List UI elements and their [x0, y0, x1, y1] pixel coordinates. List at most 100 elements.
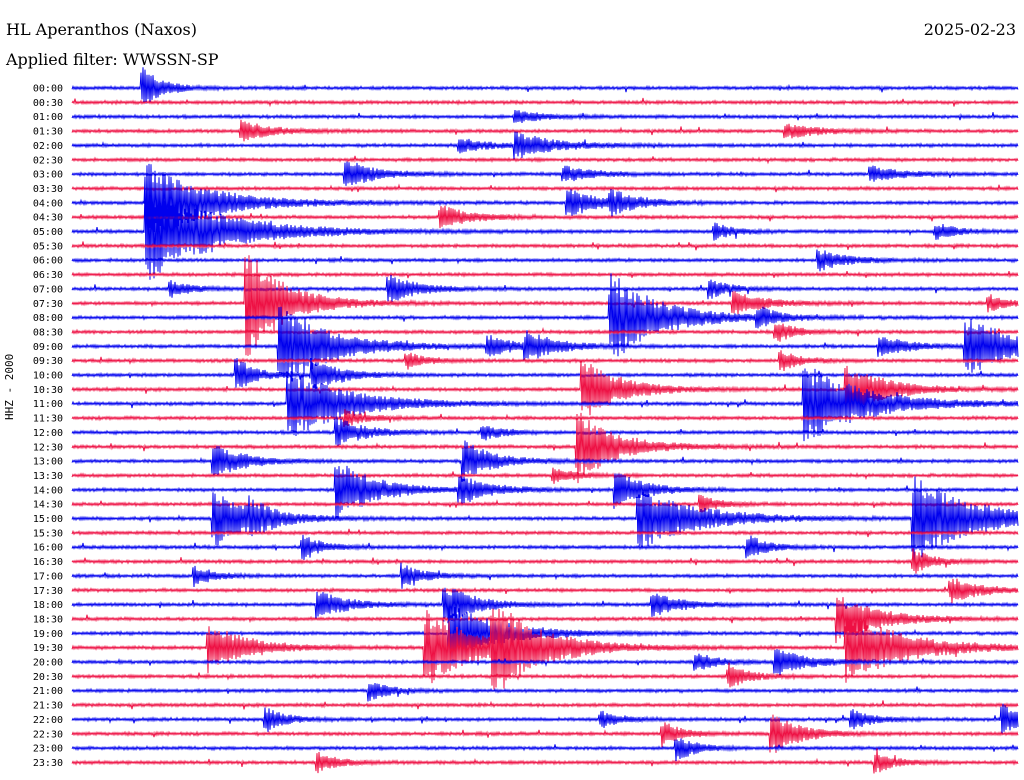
- time-label: 12:00: [33, 428, 63, 439]
- trace-line: [71, 409, 1019, 427]
- trace-line: [71, 662, 1019, 688]
- time-label: 04:30: [33, 213, 63, 224]
- time-label: 13:00: [33, 457, 63, 468]
- trace-line: [71, 587, 1019, 624]
- trace-line: [71, 417, 1019, 446]
- trace-line: [71, 548, 1019, 574]
- trace-line: [71, 465, 1019, 521]
- time-label: 04:00: [33, 198, 63, 209]
- time-label: 00:00: [33, 84, 63, 95]
- trace-line: [71, 323, 1019, 342]
- trace-line: [71, 682, 1019, 702]
- trace-line: [71, 241, 1019, 251]
- time-label: 09:00: [33, 342, 63, 353]
- trace-line: [71, 528, 1019, 538]
- time-label: 08:30: [33, 327, 63, 338]
- time-label: 14:30: [33, 500, 63, 511]
- trace-line: [71, 476, 1019, 563]
- trace-line: [71, 700, 1019, 710]
- filter-label: Applied filter: WWSSN-SP: [6, 50, 219, 69]
- trace-line: [71, 368, 1019, 442]
- trace-line: [71, 703, 1019, 735]
- date-label: 2025-02-23: [923, 20, 1016, 39]
- time-label: 14:00: [33, 485, 63, 496]
- time-label-group: 00:00 00:30 01:00 01:30 02:00 02:30 03:00 03:30…: [33, 84, 63, 769]
- time-label: 22:30: [33, 729, 63, 740]
- time-label: 02:00: [33, 141, 63, 152]
- trace-line: [71, 738, 1019, 762]
- trace-line: [71, 255, 1019, 356]
- trace-line: [71, 67, 1019, 104]
- trace-line: [71, 748, 1019, 774]
- time-label: 10:30: [33, 385, 63, 396]
- time-label: 20:00: [33, 658, 63, 669]
- time-label: 12:30: [33, 442, 63, 453]
- time-label: 13:30: [33, 471, 63, 482]
- trace-line: [71, 597, 1019, 644]
- trace-line: [71, 119, 1019, 142]
- trace-line: [71, 714, 1019, 753]
- trace-group: [71, 67, 1019, 774]
- time-label: 08:00: [33, 313, 63, 324]
- time-label: 00:30: [33, 98, 63, 109]
- time-label: 15:00: [33, 514, 63, 525]
- time-label: 07:30: [33, 299, 63, 310]
- time-label: 23:30: [33, 758, 63, 769]
- trace-line: [71, 649, 1019, 676]
- trace-line: [71, 562, 1019, 589]
- time-label: 18:30: [33, 614, 63, 625]
- time-label: 03:30: [33, 184, 63, 195]
- time-label: 17:30: [33, 586, 63, 597]
- time-label: 19:30: [33, 643, 63, 654]
- trace-line: [71, 360, 1019, 416]
- time-label: 15:30: [33, 528, 63, 539]
- trace-line: [71, 412, 1019, 484]
- time-label: 05:00: [33, 227, 63, 238]
- time-label: 16:00: [33, 543, 63, 554]
- trace-line: [71, 494, 1019, 513]
- trace-line: [71, 183, 1019, 193]
- trace-line: [71, 161, 1019, 186]
- time-label: 06:00: [33, 256, 63, 267]
- trace-line: [71, 467, 1019, 484]
- trace-line: [71, 249, 1019, 272]
- trace-line: [71, 357, 1019, 392]
- time-label: 19:00: [33, 629, 63, 640]
- time-label: 05:30: [33, 241, 63, 252]
- time-label: 11:00: [33, 399, 63, 410]
- station-title: HL Aperanthos (Naxos): [6, 20, 197, 39]
- trace-line: [71, 155, 1019, 165]
- trace-line: [71, 273, 1019, 357]
- trace-line: [71, 350, 1019, 372]
- trace-line: [71, 274, 1019, 302]
- trace-line: [71, 306, 1019, 382]
- time-label: 23:00: [33, 744, 63, 755]
- time-label: 21:00: [33, 686, 63, 697]
- time-label: 03:00: [33, 170, 63, 181]
- trace-line: [71, 180, 1019, 280]
- time-label: 01:00: [33, 112, 63, 123]
- trace-line: [71, 534, 1019, 560]
- trace-line: [71, 608, 1019, 690]
- time-label: 11:30: [33, 414, 63, 425]
- trace-line: [71, 578, 1019, 604]
- time-label: 20:30: [33, 672, 63, 683]
- time-label: 17:00: [33, 571, 63, 582]
- time-label: 22:00: [33, 715, 63, 726]
- trace-line: [71, 97, 1019, 108]
- trace-line: [71, 205, 1019, 229]
- trace-line: [71, 163, 1019, 242]
- trace-line: [71, 131, 1019, 160]
- trace-line: [71, 270, 1019, 279]
- time-label: 07:00: [33, 284, 63, 295]
- time-label: 10:00: [33, 371, 63, 382]
- time-label: 21:30: [33, 701, 63, 712]
- time-label: 01:30: [33, 127, 63, 138]
- time-label: 09:30: [33, 356, 63, 367]
- time-label: 06:30: [33, 270, 63, 281]
- time-label: 02:30: [33, 155, 63, 166]
- time-label: 16:30: [33, 557, 63, 568]
- trace-line: [71, 110, 1019, 123]
- time-label: 18:00: [33, 600, 63, 611]
